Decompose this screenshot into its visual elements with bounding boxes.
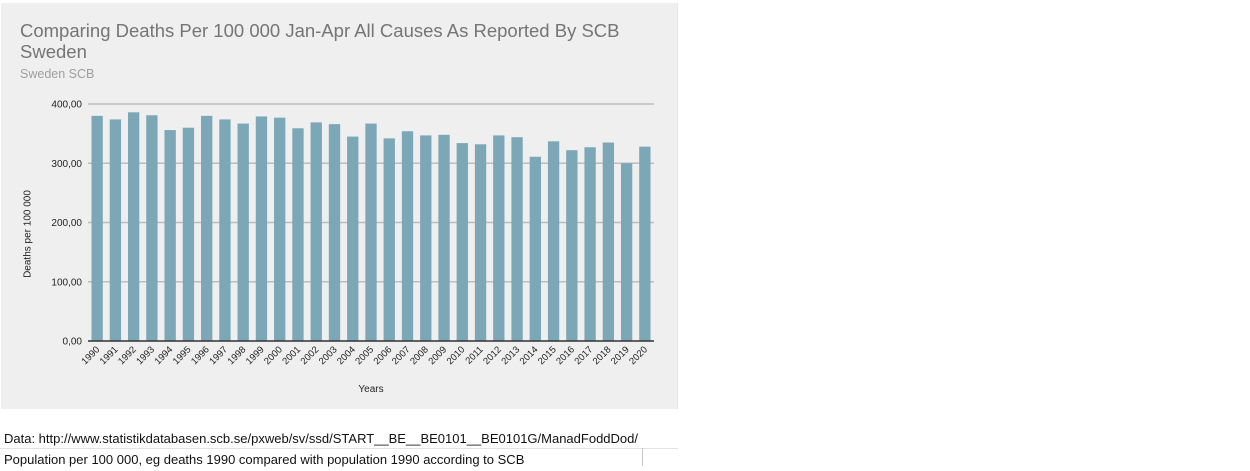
bar — [347, 136, 359, 341]
x-tick-label: 2019 — [609, 344, 632, 367]
bar — [146, 115, 158, 341]
x-axis-label: Years — [358, 384, 384, 395]
bar — [237, 123, 249, 342]
y-tick-label: 200,00 — [51, 218, 82, 229]
bar — [602, 142, 615, 341]
bar — [529, 156, 541, 341]
x-tick-label: 2016 — [554, 344, 577, 367]
bar-chart: 0,00 100,00 200,00 300,00 400,00 199019911992… — [51, 100, 654, 367]
sheet-gridline — [0, 448, 678, 449]
x-tick-label: 2001 — [280, 344, 303, 367]
bar — [639, 146, 651, 341]
y-axis-label: Deaths per 100 000 — [22, 190, 34, 278]
bar — [584, 147, 596, 341]
x-tick-label: 2003 — [317, 344, 340, 367]
x-tick-label: 2011 — [463, 344, 485, 366]
panel-divider — [677, 3, 678, 409]
bar — [401, 131, 414, 341]
x-tick-label: 2004 — [335, 344, 358, 367]
y-tick-label: 100,00 — [51, 277, 82, 288]
bar — [310, 122, 322, 342]
data-source-note: Data: http://www.statistikdatabasen.scb.… — [4, 431, 638, 446]
bar — [292, 128, 304, 341]
bar — [91, 115, 103, 341]
bar — [456, 143, 468, 341]
x-tick-label: 2014 — [518, 344, 541, 367]
x-tick-label: 2020 — [627, 344, 650, 367]
x-tick-label: 2008 — [408, 344, 431, 367]
population-note: Population per 100 000, eg deaths 1990 c… — [4, 452, 525, 467]
y-tick-label: 300,00 — [51, 159, 82, 170]
bar — [365, 123, 377, 342]
x-tick-label: 1994 — [153, 344, 176, 367]
bar — [219, 119, 231, 341]
x-tick-label: 1996 — [189, 344, 212, 367]
x-tick-label: 1990 — [80, 344, 103, 367]
bar — [182, 127, 195, 341]
x-tick-label: 1993 — [134, 344, 157, 367]
bar — [438, 134, 450, 341]
x-tick-label: 1992 — [116, 344, 139, 367]
bar — [474, 144, 487, 341]
bar — [127, 112, 140, 341]
x-tick-label: 2015 — [536, 344, 559, 367]
x-tick-label: 1998 — [226, 344, 249, 367]
bar — [566, 150, 578, 341]
bar — [164, 130, 176, 341]
bar — [383, 138, 395, 341]
bar — [420, 135, 432, 341]
x-tick-label: 2010 — [445, 344, 468, 367]
chart-subtitle: Sweden SCB — [20, 67, 95, 81]
bar — [201, 115, 213, 341]
x-tick-label: 1991 — [98, 344, 121, 367]
bar — [109, 119, 122, 341]
x-tick-label: 1999 — [244, 344, 267, 367]
x-tick-label: 1997 — [207, 344, 230, 367]
sheet-cell-border — [642, 448, 643, 466]
x-tick-label: 2018 — [591, 344, 614, 367]
bar — [328, 124, 341, 342]
x-tick-label: 2007 — [390, 344, 413, 367]
bar — [493, 135, 505, 341]
bar — [274, 117, 286, 341]
x-tick-label: 1995 — [171, 344, 194, 367]
bar — [620, 163, 633, 341]
x-tick-label: 2017 — [572, 344, 595, 367]
x-tick-label: 2002 — [299, 344, 322, 367]
bar — [547, 141, 560, 341]
y-tick-label: 400,00 — [51, 100, 82, 111]
x-tick-label: 2012 — [481, 344, 504, 367]
chart-title: Comparing Deaths Per 100 000 Jan-Apr All… — [20, 20, 620, 62]
x-tick-label: 2013 — [499, 344, 522, 367]
x-tick-label: 2005 — [353, 344, 376, 367]
x-tick-label: 2000 — [262, 344, 285, 367]
bar — [255, 116, 268, 341]
bar — [511, 137, 523, 341]
x-tick-label: 2006 — [372, 344, 395, 367]
y-tick-label: 0,00 — [63, 337, 83, 348]
x-tick-label: 2009 — [426, 344, 449, 367]
